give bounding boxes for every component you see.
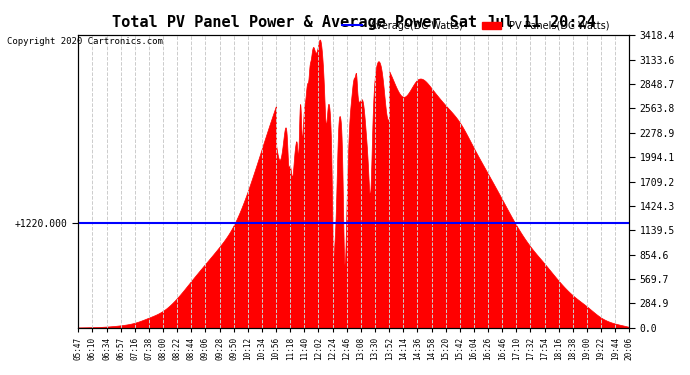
Text: Copyright 2020 Cartronics.com: Copyright 2020 Cartronics.com — [7, 38, 163, 46]
Legend: Average(DC Watts), PV Panels(DC Watts): Average(DC Watts), PV Panels(DC Watts) — [338, 17, 613, 34]
Title: Total PV Panel Power & Average Power Sat Jul 11 20:24: Total PV Panel Power & Average Power Sat… — [112, 15, 595, 30]
